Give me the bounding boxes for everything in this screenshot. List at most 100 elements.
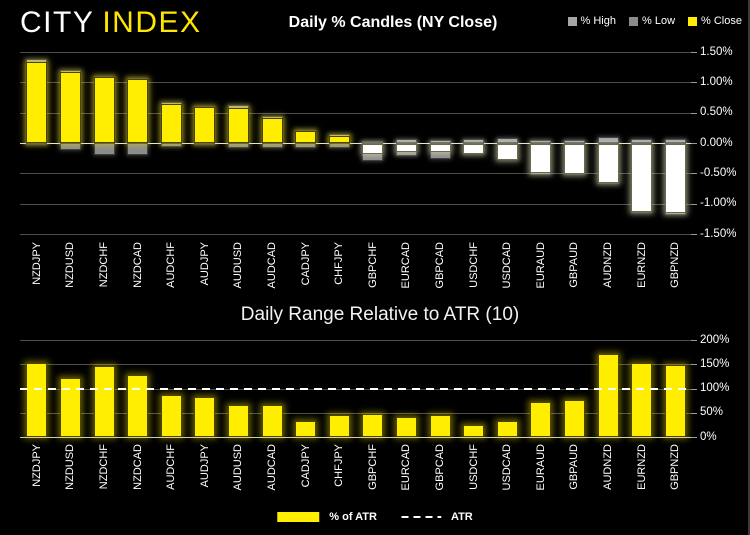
x-axis-label-GBPCHF: GBPCHF — [366, 444, 379, 490]
y-tick-mark — [691, 340, 697, 341]
x-axis-label-GBPCAD: GBPCAD — [434, 444, 446, 491]
y-tick-label: 150% — [700, 357, 730, 370]
x-axis-label-GBPAUD: GBPAUD — [568, 242, 581, 288]
x-axis-label-GBPNZD: GBPNZD — [669, 242, 682, 288]
high-bar-EURCAD — [395, 138, 417, 143]
x-axis-label-AUDCAD: AUDCAD — [266, 242, 278, 289]
grid-line — [20, 412, 692, 414]
grid-line — [20, 173, 692, 175]
grid-line — [20, 82, 692, 84]
x-axis-label-USDCAD: USDCAD — [501, 242, 514, 289]
high-swatch-icon — [567, 16, 577, 26]
grid-line — [20, 203, 692, 205]
grid-line — [20, 364, 692, 366]
x-axis-label-USDCHF: USDCHF — [467, 242, 480, 288]
high-bar-GBPNZD — [664, 138, 686, 143]
y-tick-label: 200% — [700, 333, 730, 346]
high-bar-GBPCAD — [429, 139, 451, 143]
atr-x-axis-labels: NZDJPY NZDUSD NZDCHF NZDCAD AUDCHF AUDJPY AUDU… — [0, 442, 748, 504]
close-bar-CADJPY — [295, 131, 317, 143]
close-bar-USDCHF — [463, 144, 485, 154]
legend-item-high: % High — [567, 15, 616, 27]
atr-bar-EURNZD — [631, 362, 653, 437]
atr-bar-CHFJPY — [328, 414, 350, 437]
logo-city-text: CITY — [20, 6, 95, 39]
x-axis-label-EURNZD: EURNZD — [635, 444, 648, 490]
x-axis-label-USDCAD: USDCAD — [501, 444, 514, 491]
atr-bar-GBPCAD — [429, 414, 451, 437]
x-axis-label-CHFJPY: CHFJPY — [333, 444, 346, 487]
close-bar-AUDUSD — [227, 107, 249, 143]
low-bar-AUDJPY — [194, 143, 216, 146]
close-bar-EURAUD — [530, 144, 552, 174]
y-tick-mark — [691, 203, 697, 205]
atr-bar-AUDNZD — [597, 353, 619, 437]
atr-bar-USDCAD — [496, 421, 518, 437]
x-axis-label-USDCHF: USDCHF — [467, 444, 480, 490]
atr-bar-CADJPY — [295, 420, 317, 437]
atr-legend: % of ATR ATR — [277, 511, 473, 523]
x-axis-label-GBPNZD: GBPNZD — [669, 444, 682, 490]
atr-bar-EURCAD — [395, 417, 417, 437]
x-axis-label-NZDJPY: NZDJPY — [30, 444, 43, 487]
x-axis-label-AUDUSD: AUDUSD — [232, 444, 245, 491]
x-axis-label-NZDCHF: NZDCHF — [98, 444, 110, 490]
y-tick-label: 0.00% — [700, 136, 733, 149]
x-axis-label-AUDJPY: AUDJPY — [198, 444, 211, 488]
x-axis-label-EURCAD: EURCAD — [400, 242, 413, 289]
low-bar-NZDUSD — [59, 143, 81, 150]
close-bar-NZDUSD — [59, 72, 81, 143]
y-tick-mark — [691, 173, 697, 175]
y-tick-label: 100% — [700, 382, 730, 394]
close-bar-AUDNZD — [597, 144, 619, 183]
close-bar-GBPNZD — [664, 144, 686, 214]
y-tick-mark — [691, 82, 697, 84]
x-axis-label-NZDCHF: NZDCHF — [98, 242, 110, 288]
x-axis-label-AUDCAD: AUDCAD — [266, 444, 278, 491]
legend-high-label: % High — [580, 15, 616, 27]
high-bar-USDCAD — [496, 138, 518, 143]
y-tick-mark — [691, 234, 697, 235]
low-bar-NZDCAD — [127, 143, 149, 155]
atr-bar-swatch-icon — [277, 512, 320, 522]
low-bar-AUDCAD — [261, 143, 283, 148]
atr-bar-GBPNZD — [664, 365, 686, 437]
legend-close-label: % Close — [701, 15, 742, 27]
candles-legend: % High % Low % Close — [567, 15, 742, 27]
close-bar-GBPAUD — [563, 144, 585, 174]
atr-bar-legend-label: % of ATR — [329, 511, 377, 523]
atr-chart-title: Daily Range Relative to ATR (10) — [240, 304, 520, 325]
close-bar-GBPCAD — [429, 144, 451, 152]
close-bar-NZDCHF — [93, 77, 115, 143]
x-axis-label-NZDJPY: NZDJPY — [30, 242, 43, 285]
low-bar-AUDUSD — [227, 143, 249, 149]
close-bar-NZDJPY — [26, 62, 48, 143]
high-bar-EURNZD — [631, 138, 653, 143]
grid-line — [20, 340, 692, 341]
legend-item-close: % Close — [688, 15, 742, 27]
y-tick-label: -0.50% — [700, 166, 737, 179]
x-axis-label-CHFJPY: CHFJPY — [333, 242, 346, 285]
low-bar-CADJPY — [295, 143, 317, 149]
legend-low-label: % Low — [642, 15, 676, 27]
x-axis-label-GBPCAD: GBPCAD — [434, 242, 446, 289]
x-axis-label-AUDUSD: AUDUSD — [232, 242, 245, 289]
atr-dashed-line-icon — [400, 516, 441, 518]
x-axis-label-GBPAUD: GBPAUD — [568, 444, 581, 490]
x-axis-label-CADJPY: CADJPY — [299, 242, 312, 286]
y-tick-label: -1.00% — [700, 197, 737, 210]
atr-bar-AUDCAD — [261, 404, 283, 437]
close-bar-CHFJPY — [328, 135, 350, 143]
atr-reference-line — [20, 387, 692, 390]
y-tick-mark — [691, 143, 697, 144]
close-bar-GBPCHF — [362, 144, 384, 155]
x-axis-label-EURAUD: EURAUD — [534, 242, 547, 289]
x-axis-label-NZDUSD: NZDUSD — [64, 242, 77, 288]
x-axis-label-AUDCHF: AUDCHF — [165, 444, 178, 490]
close-bar-AUDCAD — [261, 117, 283, 143]
atr-bar-GBPAUD — [563, 400, 585, 437]
y-tick-mark — [691, 412, 697, 414]
low-bar-CHFJPY — [328, 143, 350, 148]
grid-line — [20, 234, 692, 235]
